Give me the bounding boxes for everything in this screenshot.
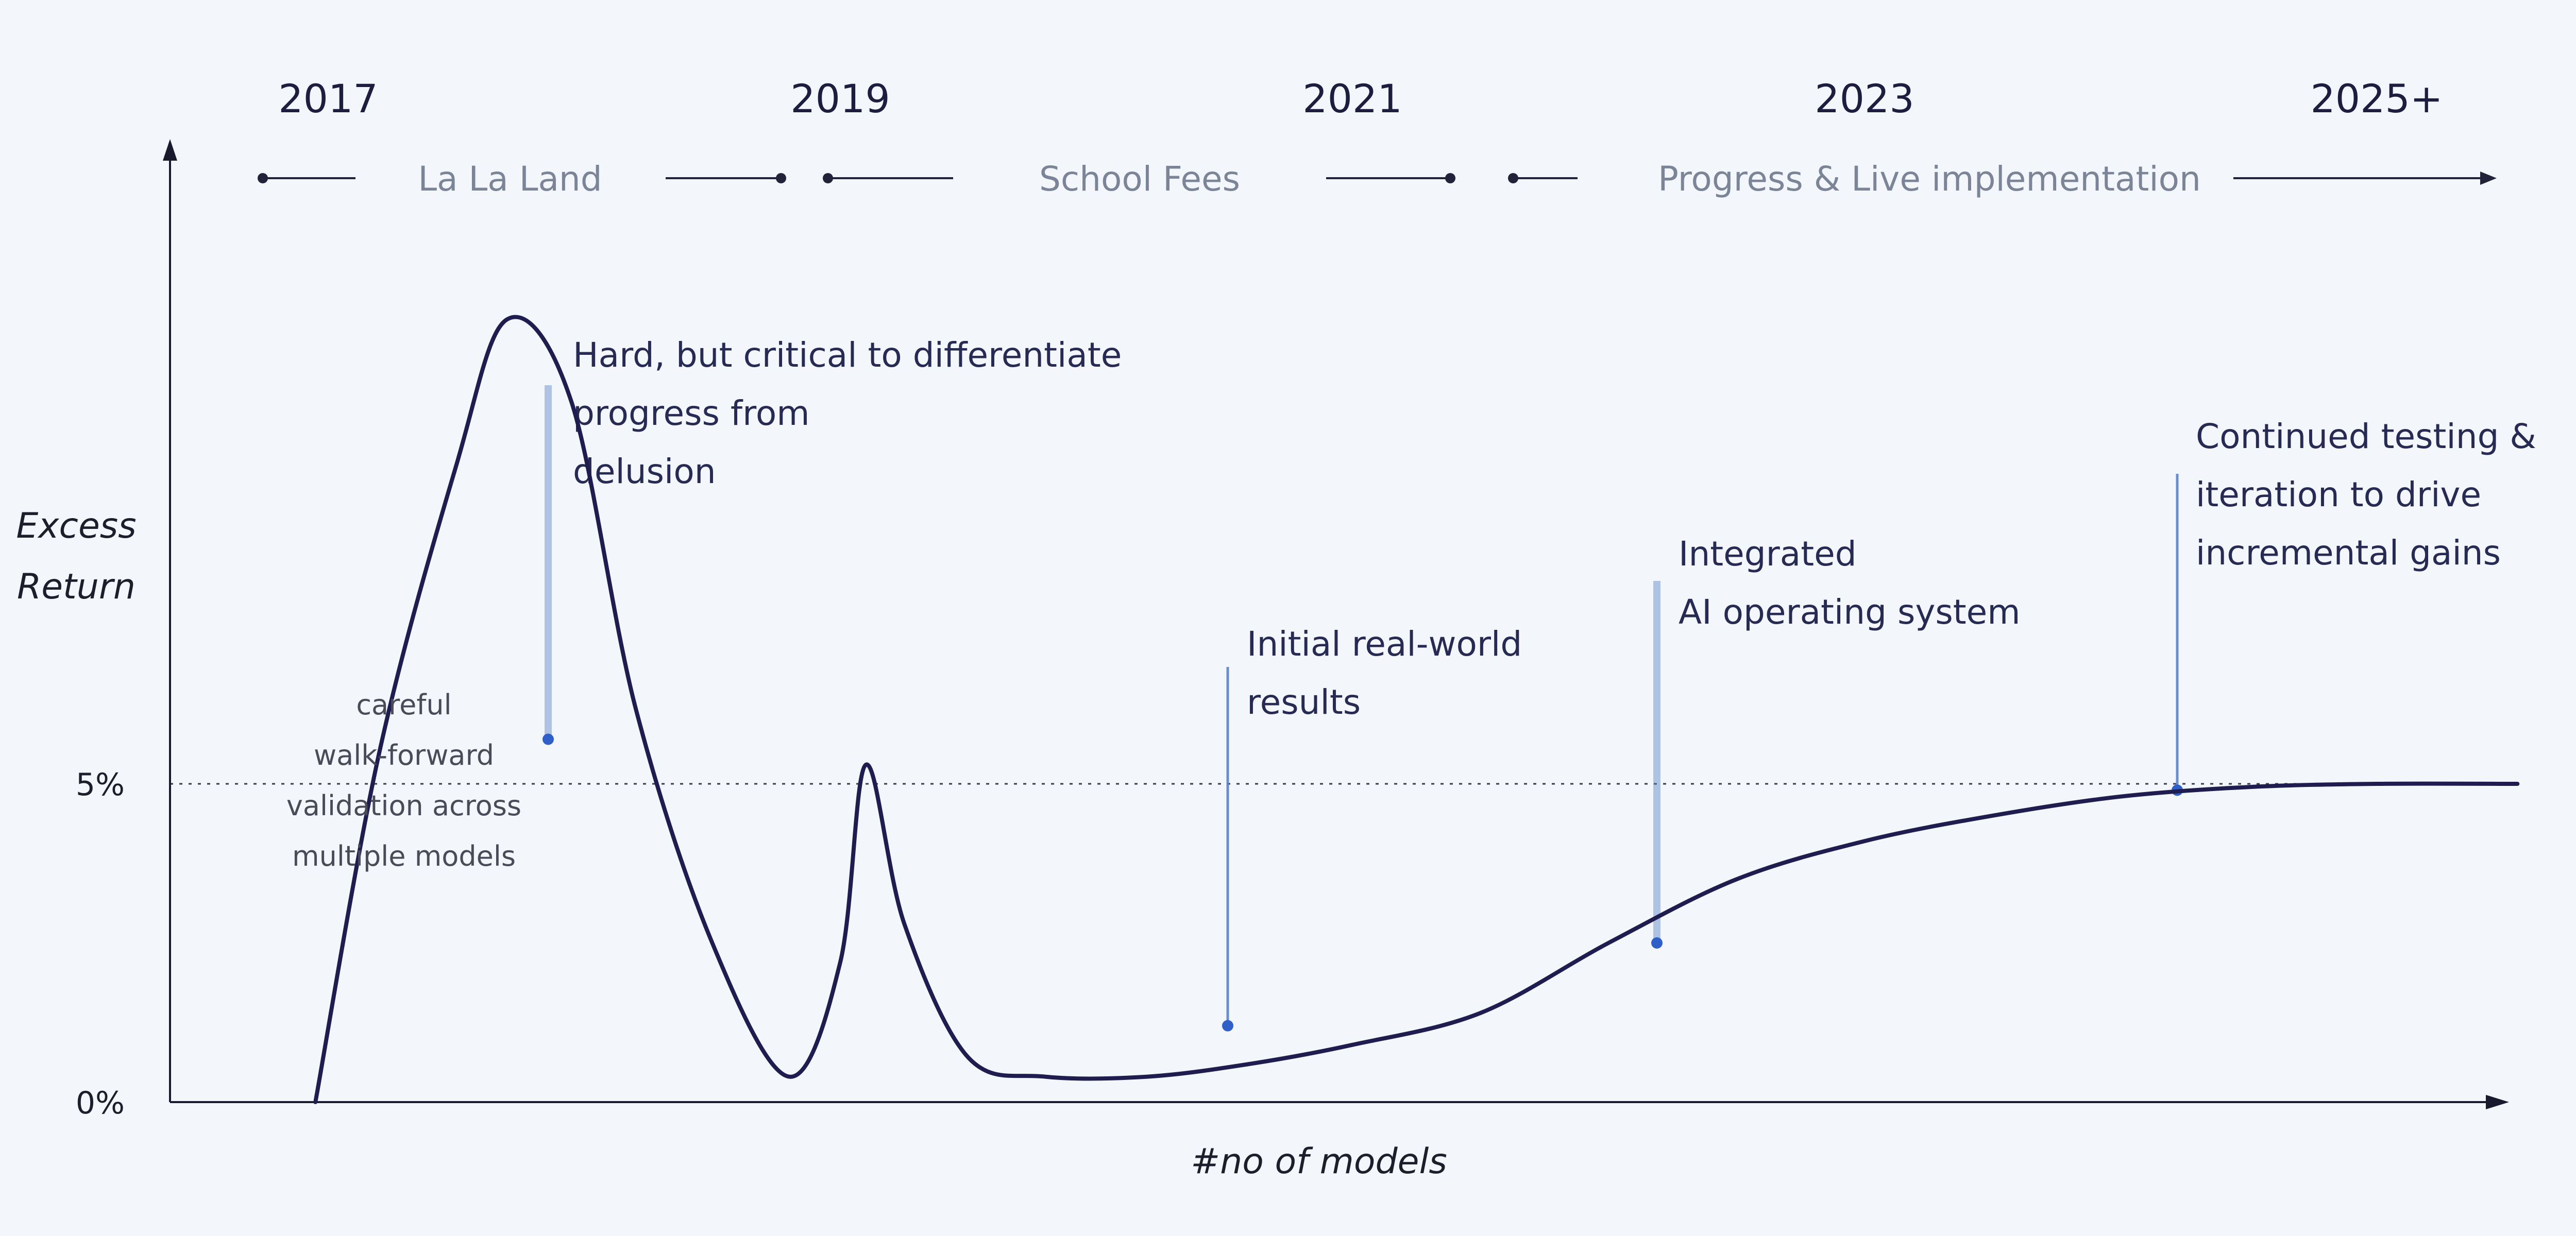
phase-label: School Fees	[1039, 159, 1240, 199]
annotation-text-line: AI operating system	[1679, 592, 2021, 632]
phase-end-dot	[1445, 173, 1455, 183]
y-tick-label: 0%	[76, 1085, 125, 1121]
axis-text: 0% 5% Excess Return #no of models careful walk…	[16, 506, 1447, 1182]
series	[313, 315, 2520, 1104]
validation-note-line: validation across	[286, 789, 521, 822]
y-axis-label-line: Return	[17, 566, 135, 607]
phase-label: Progress & Live implementation	[1658, 159, 2201, 199]
y-tick-label: 5%	[76, 767, 125, 803]
phase-label: La La Land	[418, 159, 602, 199]
phase-start-dot	[258, 173, 268, 183]
annotation-text-line: Initial real-world	[1247, 624, 1522, 664]
annotation-text-line: Integrated	[1679, 534, 1857, 574]
annotation-text-line: Continued testing &	[2196, 417, 2536, 456]
annotation-text-line: results	[1247, 682, 1361, 722]
phase-start-dot	[1508, 173, 1518, 183]
excess-return-curve	[313, 315, 2520, 1104]
validation-note-line: walk-forward	[314, 739, 494, 771]
phase-end-arrow	[2480, 171, 2497, 185]
annotation-text-line: iteration to drive	[2196, 475, 2481, 514]
year-label: 2017	[278, 76, 378, 122]
x-axis-label: #no of models	[1191, 1141, 1447, 1182]
validation-note-line: multiple models	[292, 840, 516, 872]
phase-end-dot	[776, 173, 786, 183]
axes	[163, 139, 2509, 1109]
x-axis-arrow	[2486, 1095, 2509, 1109]
validation-note-line: careful	[356, 689, 451, 721]
y-axis-arrow	[163, 139, 177, 161]
year-label: 2021	[1302, 76, 1402, 122]
annotation-marker	[1222, 1020, 1233, 1032]
annotation-marker	[1651, 937, 1663, 949]
phase-start-dot	[823, 173, 833, 183]
y-axis-label-line: Excess	[16, 506, 136, 546]
annotation-text-line: Hard, but critical to differentiate	[573, 335, 1122, 375]
year-label: 2025+	[2310, 76, 2443, 122]
annotation-text-line: delusion	[573, 452, 716, 491]
annotation-text-line: progress from	[573, 393, 810, 433]
annotation-text-line: incremental gains	[2196, 533, 2501, 573]
phase-timeline: La La Land School Fees Progress & Live imp…	[258, 159, 2497, 199]
annotation-marker	[543, 733, 554, 745]
year-label: 2023	[1815, 76, 1914, 122]
year-label: 2019	[790, 76, 890, 122]
year-labels: 2017 2019 2021 2023 2025+	[278, 76, 2443, 122]
annotations: Hard, but critical to differentiate progr…	[543, 335, 2536, 1032]
